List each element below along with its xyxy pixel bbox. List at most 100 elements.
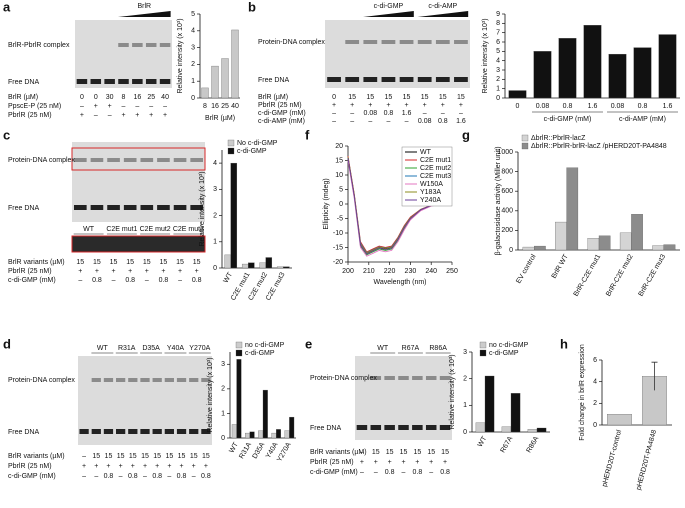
y-tick-label: 1 (463, 402, 467, 409)
condition-value: 0.8 (177, 473, 187, 480)
gel-band (90, 79, 102, 84)
y-axis-title: β-galactosidase activity (Miller unit) (495, 146, 502, 255)
condition-value: + (368, 102, 372, 109)
bar (231, 29, 239, 99)
panel-letter: g (462, 127, 470, 142)
legend-label: no c-di-GMP (489, 342, 529, 349)
condition-value: 15 (141, 453, 149, 460)
gel-band (425, 376, 437, 380)
y-tick-label: 0 (463, 429, 467, 436)
gel-band (190, 158, 204, 162)
condition-value: + (195, 268, 199, 275)
x-tick-label: 1.6 (663, 103, 673, 110)
condition-value: + (143, 463, 147, 470)
y-tick-label: 0 (213, 265, 217, 272)
condition-value: + (429, 459, 433, 466)
condition-value: + (106, 463, 110, 470)
condition-value: 0.8 (159, 277, 169, 284)
y-tick-label: 1 (496, 86, 500, 93)
error-bar (651, 361, 658, 391)
gel-band (128, 378, 138, 382)
condition-value: 15 (165, 453, 173, 460)
condition-value: – (94, 112, 98, 119)
condition-value: + (204, 463, 208, 470)
condition-value: 15 (93, 259, 101, 266)
y-tick-label: 2 (221, 386, 225, 393)
gel-band (116, 429, 126, 434)
condition-value: – (374, 469, 378, 476)
gel-band (107, 205, 120, 210)
condition-value: – (192, 473, 196, 480)
x-tick-label: 200 (342, 268, 354, 275)
condition-value: 0.8 (125, 277, 135, 284)
legend-swatch (227, 139, 235, 147)
gel-inset (71, 235, 206, 253)
condition-value: – (178, 277, 182, 284)
condition-value: – (94, 473, 98, 480)
y-tick-label: 3 (191, 44, 195, 51)
gel-band (356, 425, 368, 430)
legend-label: c-di-GMP (237, 148, 267, 155)
gel-band (91, 429, 101, 434)
condition-value: – (350, 110, 354, 117)
x-tick-label: 0.8 (638, 103, 648, 110)
condition-value: 0.8 (384, 110, 394, 117)
y-tick-label: 600 (501, 188, 513, 195)
condition-value: + (95, 268, 99, 275)
y-tick-label: 0 (339, 201, 343, 208)
legend-label: C2E mut2 (420, 165, 451, 172)
y-tick-label: 15 (335, 157, 343, 164)
x-tick-label: BrlR WT (551, 253, 571, 280)
condition-value: – (82, 453, 86, 460)
x-tick-label: 230 (405, 268, 417, 275)
condition-value: 15 (421, 94, 429, 101)
gel-band (327, 77, 341, 82)
legend-swatch (235, 349, 243, 357)
condition-value: 30 (106, 94, 114, 101)
condition-value: + (112, 268, 116, 275)
y-tick-label: 4 (191, 28, 195, 35)
legend-label: C2E mut1 (420, 157, 451, 164)
condition-value: 15 (386, 449, 394, 456)
gel-band (412, 425, 423, 430)
y-tick-label: -15 (333, 244, 343, 251)
band-label: Free DNA (8, 429, 39, 436)
panel-letter: e (305, 336, 312, 351)
condition-value: 1.6 (402, 110, 412, 117)
condition-value: 15 (143, 259, 151, 266)
legend-swatch (227, 147, 235, 155)
condition-value: + (121, 112, 125, 119)
gel-top-label: c-di-GMP (374, 3, 404, 10)
x-tick-label: 0.08 (611, 103, 625, 110)
condition-value: 0 (332, 94, 336, 101)
bar (658, 34, 677, 99)
band-label: Protein-DNA complex (258, 39, 325, 46)
band-label: Free DNA (8, 79, 39, 86)
condition-value: – (143, 473, 147, 480)
gel-band (90, 158, 104, 162)
y-tick-label: 10 (335, 172, 343, 179)
bar (608, 53, 627, 99)
x-axis-title: Wavelength (nm) (373, 279, 426, 286)
gel-band (370, 376, 382, 380)
gel-band (417, 77, 432, 82)
condition-value: 15 (457, 94, 465, 101)
condition-value: 40 (161, 94, 169, 101)
y-tick-label: -5 (337, 215, 343, 222)
bar (276, 429, 281, 439)
condition-value: 0.8 (192, 277, 202, 284)
condition-value: 15 (427, 449, 435, 456)
y-tick-label: 2 (463, 376, 467, 383)
x-tick-label: 240 (425, 268, 437, 275)
panel-letter: c (3, 127, 10, 142)
condition-value: + (405, 102, 409, 109)
condition-value: + (108, 103, 112, 110)
gel-band (103, 378, 114, 382)
x-tick-label: R67A (500, 435, 515, 454)
y-tick-label: 0 (191, 95, 195, 102)
y-tick-label: 5 (339, 186, 343, 193)
bar (631, 214, 643, 251)
gel-band (399, 40, 414, 44)
condition-value: 0.8 (440, 469, 450, 476)
gel-band (159, 79, 171, 84)
